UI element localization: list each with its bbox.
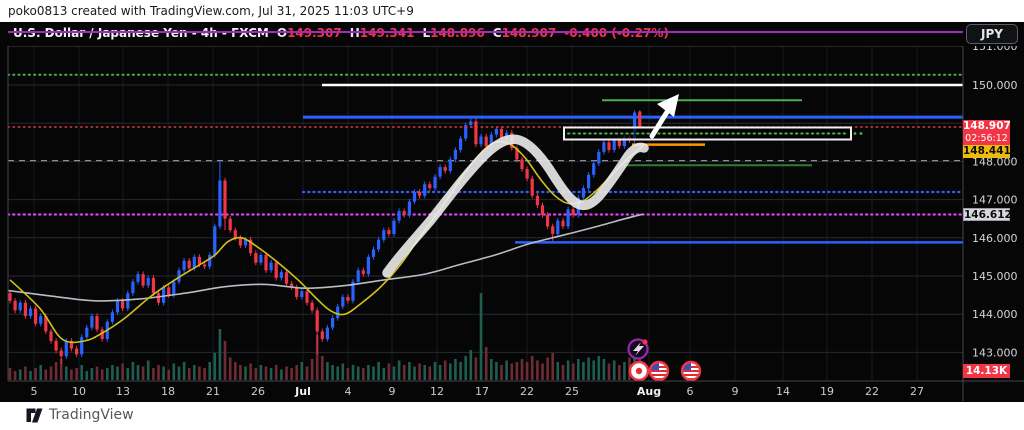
tradingview-logo-icon <box>26 408 43 422</box>
chart-topbar: U.S. Dollar / Japanese Yen - 4h - FXCMO1… <box>0 22 1024 46</box>
purple-price-line <box>8 31 963 34</box>
time-axis-label: 27 <box>910 385 924 398</box>
time-axis-label: 10 <box>72 385 86 398</box>
event-flag-us-icon[interactable] <box>680 360 702 382</box>
event-flag-us-icon[interactable] <box>648 360 670 382</box>
event-alert-icon[interactable] <box>627 338 649 360</box>
bar-countdown: 02:56:12 <box>965 133 1008 144</box>
time-axis-label: 5 <box>31 385 38 398</box>
time-axis-label: 21 <box>206 385 220 398</box>
time-axis-label: 13 <box>116 385 130 398</box>
time-axis-label: 9 <box>732 385 739 398</box>
price-axis-label: 150.000 <box>972 79 1018 92</box>
time-axis-label: 6 <box>687 385 694 398</box>
price-axis-label: 143.000 <box>972 346 1018 359</box>
price-axis-label: 147.000 <box>972 194 1018 207</box>
currency-button[interactable]: JPY <box>966 24 1018 44</box>
price-axis-label: 145.000 <box>972 270 1018 283</box>
last-price-badge: 148.907 02:56:12 <box>963 120 1011 145</box>
time-axis-label: 9 <box>389 385 396 398</box>
order-price-badge: 148.441 <box>963 145 1011 158</box>
price-axis-label: 146.000 <box>972 232 1018 245</box>
tradingview-link[interactable]: TradingView <box>26 407 134 423</box>
volume-badge: 14.13K <box>963 364 1010 378</box>
fast-ma <box>9 140 644 344</box>
time-axis-label: 22 <box>865 385 879 398</box>
time-axis-label: 26 <box>251 385 265 398</box>
credit-text: poko0813 created with TradingView.com, J… <box>0 0 1024 22</box>
hand-drawn-wave <box>382 134 649 278</box>
time-axis-label: 18 <box>161 385 175 398</box>
time-axis-label: 4 <box>345 385 352 398</box>
footer: TradingView <box>0 402 1024 430</box>
up-arrow <box>657 94 679 117</box>
candles <box>8 110 642 364</box>
level-price-badge: 146.612 <box>963 208 1012 221</box>
plot-area <box>8 73 963 380</box>
slow-ma <box>8 213 644 302</box>
event-flag-japan-icon[interactable] <box>628 360 650 382</box>
time-axis-label: Aug <box>637 385 661 398</box>
time-axis-label: 19 <box>820 385 834 398</box>
time-axis-label: 12 <box>430 385 444 398</box>
time-axis-label: 17 <box>475 385 489 398</box>
last-price-value: 148.907 <box>963 120 1011 132</box>
price-axis-label: 144.000 <box>972 308 1018 321</box>
time-axis-label: 14 <box>776 385 790 398</box>
time-axis-label: 22 <box>520 385 534 398</box>
tradingview-brand-text: TradingView <box>49 407 134 423</box>
time-axis-label: 25 <box>565 385 579 398</box>
price-axis-label: 148.000 <box>972 155 1018 168</box>
time-axis-label: Jul <box>294 385 311 398</box>
